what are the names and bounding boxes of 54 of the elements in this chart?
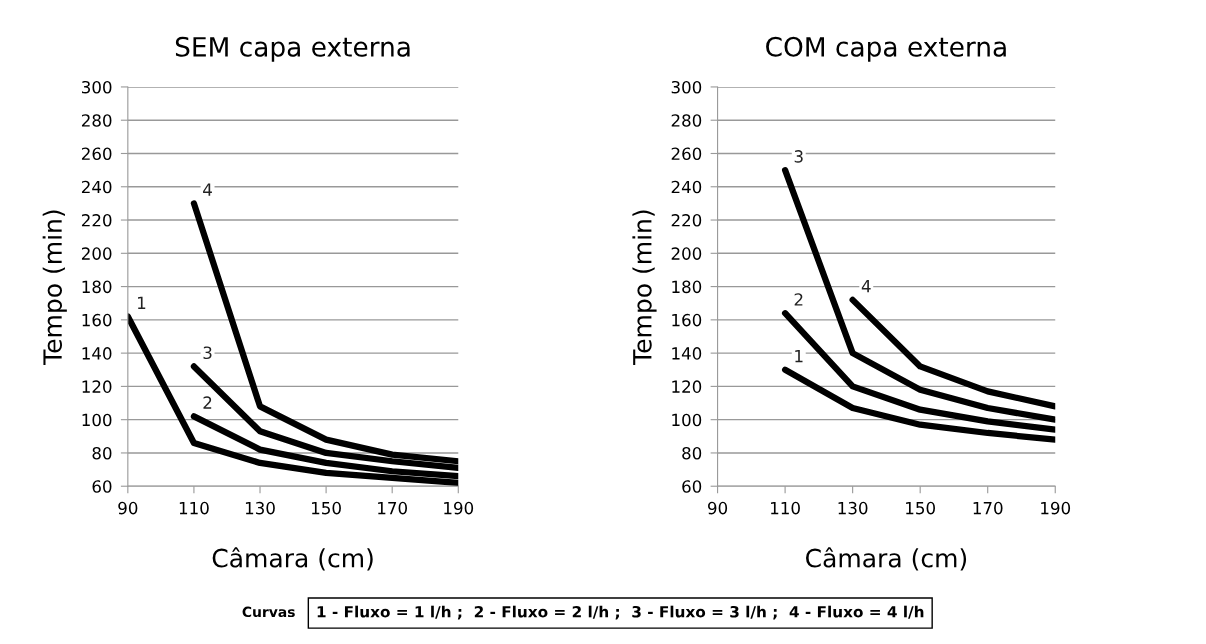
y-tick-label: 300 — [671, 80, 702, 94]
y-axis-title: Tempo (min) — [42, 210, 67, 365]
x-tick-label: 90 — [118, 501, 138, 515]
y-tick-label: 280 — [81, 114, 112, 127]
series-label: 4 — [203, 183, 212, 196]
y-tick-label: 80 — [682, 446, 702, 460]
chart-title: COM capa externa — [766, 36, 1006, 62]
x-tick-label: 190 — [444, 501, 474, 515]
text: 1 - Fluxo = 1 l/h ; 2 - Fluxo = 2 l/h ; 3 - Fluxo = 3 l/h ; 4 - Fluxo = 4 l/h — [317, 605, 924, 620]
y-tick-label: 200 — [671, 247, 702, 260]
text: Curvas — [242, 606, 295, 618]
y-tick-label: 180 — [82, 280, 112, 294]
x-tick-label: 90 — [708, 501, 728, 515]
y-tick-label: 140 — [82, 347, 112, 360]
series-label: 4 — [861, 280, 871, 293]
y-tick-label: 120 — [82, 380, 112, 393]
y-tick-label: 160 — [82, 313, 112, 327]
x-tick-label: 110 — [771, 501, 800, 515]
x-tick-label: 130 — [245, 501, 275, 515]
x-tick-label: 150 — [906, 501, 935, 515]
x-tick-label: 190 — [1041, 501, 1071, 515]
y-tick-label: 60 — [92, 480, 112, 493]
x-axis-title: Câmara (cm) — [806, 547, 967, 571]
series-label: 1 — [138, 296, 146, 309]
y-tick-label: 280 — [671, 114, 702, 127]
y-tick-label: 100 — [672, 413, 702, 427]
x-tick-label: 170 — [973, 501, 1003, 515]
y-tick-label: 260 — [671, 147, 702, 161]
y-axis-title: Tempo (min) — [632, 210, 657, 365]
y-tick-label: 200 — [81, 247, 112, 260]
y-tick-label: 180 — [672, 280, 702, 294]
x-tick-label: 170 — [378, 501, 407, 515]
series-label: 2 — [794, 293, 803, 306]
y-tick-label: 260 — [81, 147, 112, 161]
y-tick-label: 120 — [672, 380, 702, 393]
y-tick-label: 60 — [682, 480, 702, 493]
chart-title: SEM capa externa — [175, 36, 410, 62]
y-tick-label: 100 — [82, 413, 112, 427]
y-tick-label: 220 — [81, 214, 112, 227]
y-tick-label: 240 — [81, 180, 112, 194]
series-label: 3 — [794, 150, 803, 163]
x-axis-title: Câmara (cm) — [212, 547, 373, 571]
y-tick-label: 160 — [672, 313, 702, 327]
series-label: 3 — [203, 346, 212, 360]
series-label: 1 — [795, 349, 803, 363]
series-label: 2 — [203, 396, 212, 409]
y-tick-label: 300 — [82, 80, 112, 94]
x-tick-label: 130 — [838, 501, 868, 515]
y-tick-label: 220 — [671, 214, 702, 227]
y-tick-label: 240 — [671, 180, 702, 194]
y-tick-label: 80 — [92, 446, 112, 460]
y-tick-label: 140 — [672, 347, 702, 360]
x-tick-label: 110 — [179, 501, 209, 515]
x-tick-label: 150 — [312, 501, 341, 515]
